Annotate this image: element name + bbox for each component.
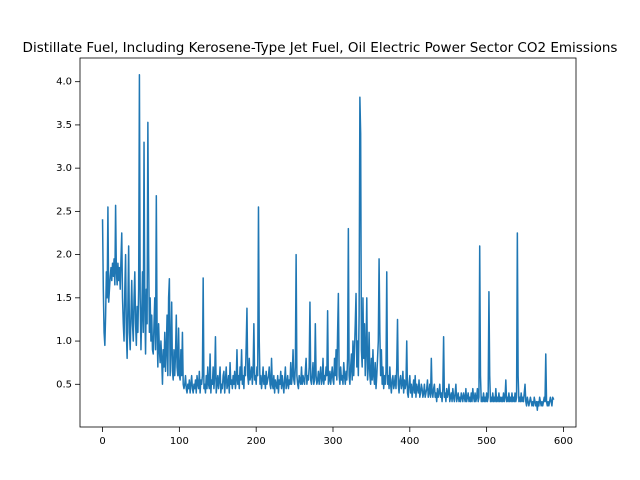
y-tick-label: 3.0: [56, 163, 72, 174]
y-tick-label: 1.0: [56, 336, 72, 347]
y-tick-label: 2.5: [56, 206, 72, 217]
y-tick-label: 0.5: [56, 379, 72, 390]
y-tick-label: 4.0: [56, 77, 72, 88]
x-tick-label: 200: [247, 436, 266, 447]
x-tick-label: 400: [400, 436, 419, 447]
plot-layer: [101, 74, 555, 411]
x-tick-label: 600: [554, 436, 573, 447]
axes-layer: 0 100 200 300 400 500 600 0.5 1.0 1.5 2.0 2.5 3.0 3.5…: [56, 77, 573, 447]
x-tick-label: 100: [170, 436, 189, 447]
axes-frame: [79, 57, 577, 428]
x-tick-label: 300: [323, 436, 342, 447]
y-tick-label: 2.0: [56, 250, 72, 261]
chart-title: Distillate Fuel, Including Kerosene-Type…: [23, 40, 618, 56]
y-tick-label: 3.5: [56, 120, 72, 131]
y-tick-label: 1.5: [56, 293, 72, 304]
x-tick-label: 0: [99, 436, 105, 447]
x-tick-label: 500: [477, 436, 496, 447]
data-line: [101, 74, 555, 411]
